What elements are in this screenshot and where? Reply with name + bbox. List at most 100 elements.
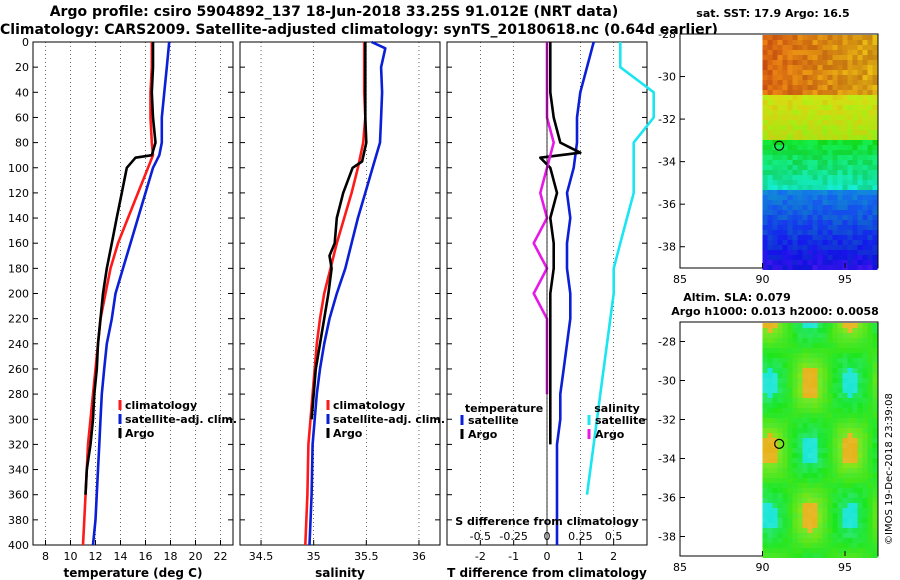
map-cell xyxy=(767,323,773,328)
map-cell xyxy=(832,180,838,185)
map-cell xyxy=(792,423,798,428)
map-cell xyxy=(772,100,778,105)
map-cell xyxy=(867,110,873,115)
map-cell xyxy=(822,205,828,210)
map-cell xyxy=(832,323,838,328)
map-cell xyxy=(807,190,813,195)
map-cell xyxy=(872,343,878,348)
map-cell xyxy=(802,433,808,438)
map-cell xyxy=(857,75,863,80)
map-cell xyxy=(827,433,833,438)
map-cell xyxy=(792,195,798,200)
map-cell xyxy=(762,533,768,538)
map-cell xyxy=(847,60,853,65)
map-cell xyxy=(827,478,833,483)
map-cell xyxy=(792,368,798,373)
map-cell xyxy=(817,245,823,250)
map-cell xyxy=(767,513,773,518)
map-cell xyxy=(832,225,838,230)
map-cell xyxy=(822,80,828,85)
map-cell xyxy=(802,80,808,85)
map-cell xyxy=(852,75,858,80)
map-cell xyxy=(832,75,838,80)
map-cell xyxy=(782,110,788,115)
map-cell xyxy=(862,90,868,95)
map-cell xyxy=(807,458,813,463)
map-cell xyxy=(857,175,863,180)
map-cell xyxy=(797,75,803,80)
map-cell xyxy=(872,453,878,458)
map-cell xyxy=(767,250,773,255)
map-cell xyxy=(812,543,818,548)
map-cell xyxy=(817,513,823,518)
map-cell xyxy=(857,453,863,458)
map-cell xyxy=(787,503,793,508)
legend-label: climatology xyxy=(333,399,405,412)
map-cell xyxy=(777,523,783,528)
map-cell xyxy=(857,65,863,70)
map-cell xyxy=(857,85,863,90)
map-cell xyxy=(802,75,808,80)
map-cell xyxy=(842,518,848,523)
map-cell xyxy=(832,368,838,373)
map-cell xyxy=(827,383,833,388)
map-cell xyxy=(827,513,833,518)
map-cell xyxy=(772,110,778,115)
map-cell xyxy=(787,463,793,468)
map-cell xyxy=(807,265,813,270)
map-cell xyxy=(802,443,808,448)
map-cell xyxy=(847,200,853,205)
map-cell xyxy=(812,458,818,463)
map-cell xyxy=(827,498,833,503)
map-cell xyxy=(792,250,798,255)
map-cell xyxy=(857,95,863,100)
map-cell xyxy=(827,398,833,403)
map-cell xyxy=(787,245,793,250)
map-cell xyxy=(872,383,878,388)
map-cell xyxy=(837,378,843,383)
map-cell xyxy=(822,333,828,338)
map-cell xyxy=(797,145,803,150)
map-cell xyxy=(852,90,858,95)
map-cell xyxy=(842,548,848,553)
map-cell xyxy=(867,135,873,140)
map-cell xyxy=(852,388,858,393)
map-cell xyxy=(792,348,798,353)
map-cell xyxy=(832,190,838,195)
map-cell xyxy=(787,383,793,388)
map-cell xyxy=(842,488,848,493)
map-cell xyxy=(797,333,803,338)
map-cell xyxy=(872,483,878,488)
map-cell xyxy=(847,433,853,438)
map-cell xyxy=(777,478,783,483)
map-cell xyxy=(837,393,843,398)
map-x-tick-label: 95 xyxy=(838,561,852,574)
map-cell xyxy=(837,245,843,250)
map-cell xyxy=(872,95,878,100)
map-cell xyxy=(827,363,833,368)
map-cell xyxy=(767,448,773,453)
map-cell xyxy=(832,363,838,368)
map-cell xyxy=(762,60,768,65)
map-cell xyxy=(797,190,803,195)
map-cell xyxy=(777,553,783,558)
map-cell xyxy=(862,255,868,260)
map-cell xyxy=(847,438,853,443)
map-cell xyxy=(842,260,848,265)
map-cell xyxy=(837,343,843,348)
map-cell xyxy=(847,378,853,383)
map-cell xyxy=(872,80,878,85)
map-cell xyxy=(812,220,818,225)
map-cell xyxy=(862,328,868,333)
map-cell xyxy=(867,383,873,388)
map-cell xyxy=(797,408,803,413)
map-cell xyxy=(807,383,813,388)
map-cell xyxy=(797,205,803,210)
map-cell xyxy=(787,110,793,115)
map-cell xyxy=(812,160,818,165)
map-cell xyxy=(852,150,858,155)
map-cell xyxy=(822,230,828,235)
map-cell xyxy=(782,80,788,85)
map-cell xyxy=(862,358,868,363)
map-cell xyxy=(812,150,818,155)
